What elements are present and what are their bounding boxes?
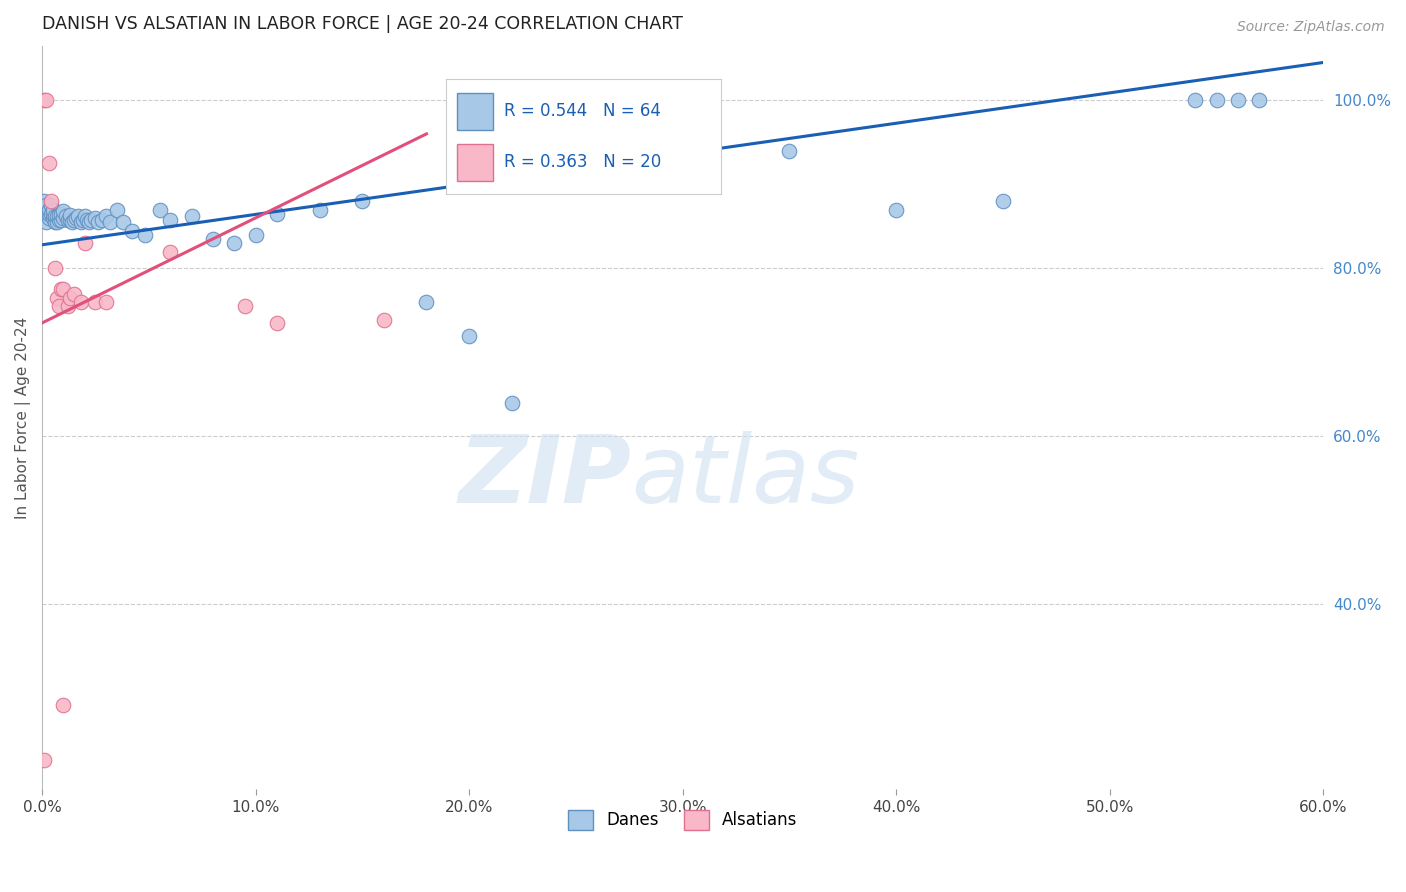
Point <box>39 207 62 221</box>
Point <box>38 211 60 225</box>
Point <box>55 209 77 223</box>
Point <box>266 207 288 221</box>
Point <box>96 209 118 223</box>
Point <box>991 194 1014 208</box>
Point <box>38 207 60 221</box>
Text: ZIP: ZIP <box>458 431 631 523</box>
Point <box>46 215 69 229</box>
Point <box>1205 93 1227 107</box>
Point <box>112 215 135 229</box>
Point <box>48 208 70 222</box>
Point <box>52 204 75 219</box>
Point <box>352 194 374 208</box>
Point <box>44 261 66 276</box>
Point <box>180 209 202 223</box>
Text: DANISH VS ALSATIAN IN LABOR FORCE | AGE 20-24 CORRELATION CHART: DANISH VS ALSATIAN IN LABOR FORCE | AGE … <box>42 15 683 33</box>
Point <box>38 156 60 170</box>
Point <box>266 316 288 330</box>
Point <box>458 328 481 343</box>
Point <box>59 208 82 222</box>
Point <box>86 215 108 229</box>
Point <box>51 282 73 296</box>
Point <box>201 232 224 246</box>
Point <box>56 299 79 313</box>
Point <box>48 212 70 227</box>
Point <box>52 698 75 713</box>
Point <box>84 294 107 309</box>
Point <box>51 207 73 221</box>
Point <box>35 215 58 229</box>
Point <box>90 212 112 227</box>
Point <box>308 202 330 217</box>
Point <box>72 212 94 227</box>
Point <box>32 194 55 208</box>
Y-axis label: In Labor Force | Age 20-24: In Labor Force | Age 20-24 <box>15 317 31 518</box>
Point <box>59 213 82 227</box>
Point <box>56 212 79 227</box>
Point <box>1226 93 1249 107</box>
Point <box>60 215 83 229</box>
Point <box>134 227 156 242</box>
Text: Source: ZipAtlas.com: Source: ZipAtlas.com <box>1237 20 1385 34</box>
Point <box>39 198 62 212</box>
Point <box>32 202 55 217</box>
Point <box>73 209 96 223</box>
Point <box>245 227 267 242</box>
Point <box>76 212 98 227</box>
Point <box>46 291 69 305</box>
Point <box>38 202 60 217</box>
Point <box>48 299 70 313</box>
Point <box>1249 93 1271 107</box>
Point <box>69 215 91 229</box>
Point <box>224 236 246 251</box>
Point <box>59 291 82 305</box>
Point <box>67 209 90 223</box>
Point <box>35 93 58 107</box>
Legend: Danes, Alsatians: Danes, Alsatians <box>561 803 804 837</box>
Point <box>159 244 181 259</box>
Point <box>100 215 122 229</box>
Point <box>32 93 55 107</box>
Point <box>159 212 181 227</box>
Point <box>148 202 170 217</box>
Point <box>77 215 100 229</box>
Point <box>373 313 395 327</box>
Point <box>884 202 907 217</box>
Point <box>44 215 66 229</box>
Text: atlas: atlas <box>631 432 859 523</box>
Point <box>69 294 91 309</box>
Point <box>415 294 437 309</box>
Point <box>52 282 75 296</box>
Point <box>778 144 800 158</box>
Point <box>63 286 86 301</box>
Point <box>46 209 69 223</box>
Point <box>1184 93 1206 107</box>
Point <box>52 211 75 225</box>
Point <box>96 294 118 309</box>
Point <box>51 212 73 227</box>
Point <box>35 198 58 212</box>
Point <box>63 212 86 227</box>
Point <box>84 211 107 225</box>
Point <box>73 236 96 251</box>
Point <box>105 202 128 217</box>
Point <box>80 212 103 227</box>
Point <box>39 194 62 208</box>
Point <box>44 209 66 223</box>
Point <box>65 211 87 225</box>
Point <box>233 299 256 313</box>
Point <box>121 223 143 237</box>
Point <box>32 753 55 767</box>
Point <box>42 207 65 221</box>
Point <box>42 202 65 217</box>
Point <box>42 211 65 225</box>
Point <box>501 396 523 410</box>
